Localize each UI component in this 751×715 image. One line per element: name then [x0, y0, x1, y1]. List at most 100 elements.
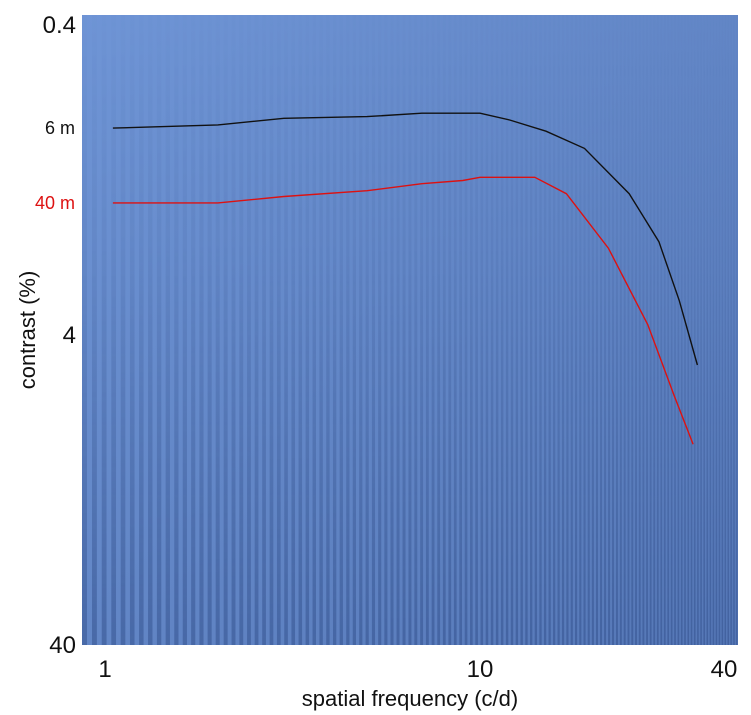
- grating-stripe: [733, 15, 735, 645]
- grating-stripe: [663, 15, 666, 645]
- grating-stripe: [247, 15, 251, 645]
- grating-stripe: [215, 15, 220, 645]
- grating-stripe: [490, 15, 494, 645]
- grating-stripe: [402, 15, 406, 645]
- grating-stripe: [608, 15, 611, 645]
- grating-stripe: [566, 15, 569, 645]
- grating-stripe: [262, 15, 266, 645]
- grating-stripe: [700, 15, 702, 645]
- grating-stripe: [615, 15, 618, 645]
- grating-stripe: [730, 15, 732, 645]
- grating-stripe: [690, 15, 693, 645]
- grating-stripe: [583, 15, 586, 645]
- grating-stripe: [670, 15, 673, 645]
- grating-stripe: [359, 15, 363, 645]
- grating-stripe: [475, 15, 478, 645]
- grating-stripe: [530, 15, 533, 645]
- grating-stripe: [101, 15, 107, 645]
- grating-stripe: [371, 15, 376, 645]
- series-label-40m: 40 m: [35, 193, 75, 213]
- grating-stripe: [284, 15, 288, 645]
- grating-stripe: [510, 15, 514, 645]
- grating-stripe: [352, 15, 356, 645]
- grating-stripe: [515, 15, 519, 645]
- grating-stripe: [223, 15, 228, 645]
- grating-stripe: [557, 15, 560, 645]
- grating-stripe: [425, 15, 429, 645]
- grating-stripe: [553, 15, 556, 645]
- grating-stripe: [715, 15, 718, 645]
- grating-stripe: [638, 15, 641, 645]
- grating-stripe: [92, 15, 97, 645]
- grating-stripe: [595, 15, 598, 645]
- grating-stripe: [693, 15, 696, 645]
- grating-stripe: [199, 15, 204, 645]
- grating-stripe: [254, 15, 259, 645]
- grating-stripe: [727, 15, 729, 645]
- grating-stripe: [703, 15, 705, 645]
- grating-stripe: [587, 15, 590, 645]
- grating-stripe: [646, 15, 648, 645]
- grating-pattern: [82, 15, 738, 645]
- grating-stripe: [721, 15, 724, 645]
- grating-stripe: [459, 15, 463, 645]
- grating-stripe: [612, 15, 615, 645]
- grating-stripe: [718, 15, 721, 645]
- grating-stripe: [111, 15, 117, 645]
- grating-stripe: [319, 15, 323, 645]
- grating-stripe: [120, 15, 126, 645]
- grating-stripe: [431, 15, 435, 645]
- grating-stripe: [649, 15, 652, 645]
- grating-stripe: [570, 15, 573, 645]
- grating-stripe: [575, 15, 578, 645]
- grating-stripe: [667, 15, 670, 645]
- grating-stripe: [736, 15, 738, 645]
- grating-stripe: [543, 15, 547, 645]
- grating-stripe: [442, 15, 446, 645]
- grating-stripe: [156, 15, 162, 645]
- grating-stripe: [505, 15, 509, 645]
- grating-stripe: [207, 15, 212, 645]
- grating-stripe: [148, 15, 153, 645]
- grating-stripe: [712, 15, 715, 645]
- grating-stripe: [239, 15, 244, 645]
- grating-stripe: [600, 15, 603, 645]
- grating-stripe: [174, 15, 179, 645]
- grating-stripe: [312, 15, 316, 645]
- grating-stripe: [408, 15, 412, 645]
- grating-stripe: [326, 15, 330, 645]
- grating-stripe: [642, 15, 645, 645]
- grating-stripe: [687, 15, 690, 645]
- grating-stripe: [129, 15, 135, 645]
- grating-stripe: [365, 15, 369, 645]
- grating-stripe: [579, 15, 582, 645]
- grating-stripe: [561, 15, 565, 645]
- x-tick-label: 1: [98, 656, 111, 683]
- grating-stripe: [697, 15, 699, 645]
- grating-stripe: [674, 15, 676, 645]
- grating-stripe: [534, 15, 538, 645]
- grating-stripe: [709, 15, 712, 645]
- grating-stripe: [635, 15, 637, 645]
- grating-stripe: [500, 15, 504, 645]
- grating-stripe: [495, 15, 499, 645]
- grating-stripe: [139, 15, 144, 645]
- grating-stripe: [291, 15, 296, 645]
- grating-stripe: [269, 15, 274, 645]
- grating-stripe: [604, 15, 607, 645]
- grating-stripe: [82, 15, 87, 645]
- grating-stripe: [656, 15, 659, 645]
- grating-stripe: [231, 15, 236, 645]
- x-tick-label: 10: [467, 656, 494, 683]
- grating-stripe: [706, 15, 709, 645]
- grating-stripe: [480, 15, 484, 645]
- grating-stripe: [520, 15, 523, 645]
- grating-stripe: [298, 15, 303, 645]
- grating-stripe: [548, 15, 551, 645]
- grating-stripe: [623, 15, 626, 645]
- grating-stripe: [485, 15, 489, 645]
- grating-stripe: [453, 15, 457, 645]
- grating-stripe: [660, 15, 663, 645]
- y-tick-label: 4: [63, 322, 76, 349]
